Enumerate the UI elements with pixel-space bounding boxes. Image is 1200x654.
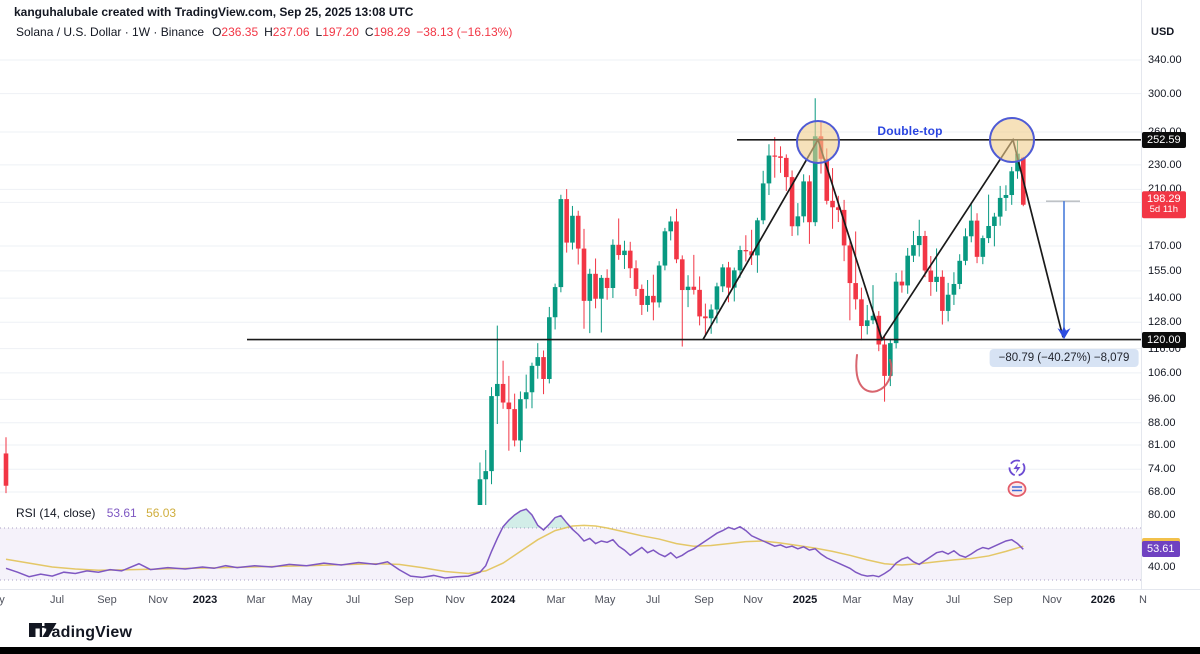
double-top-zigzag-line[interactable]: [702, 137, 1064, 342]
time-tick-label: N: [1139, 594, 1147, 606]
price-range-measure-label[interactable]: −80.79 (−40.27%) −8,079: [989, 349, 1139, 367]
time-tick-label: 2024: [490, 594, 516, 606]
rsi-pane[interactable]: [0, 508, 1141, 581]
time-tick-label: Mar: [842, 594, 862, 606]
trendline-price-label[interactable]: 120.00: [1142, 331, 1186, 348]
last-price-label[interactable]: 198.29 5d 11h: [1142, 190, 1186, 219]
rsi-indicator-title[interactable]: RSI (14, close): [16, 506, 96, 520]
tradingview-logo-icon[interactable]: [28, 620, 58, 640]
price-tick-label: 230.00: [1148, 158, 1182, 171]
price-axis-separator: [1141, 0, 1142, 589]
brain-sticker-icon[interactable]: [1007, 481, 1027, 497]
attribution-text: kanguhalubale created with TradingView.c…: [14, 5, 414, 19]
cyclone-bolt-sticker-icon[interactable]: [1008, 459, 1026, 477]
time-tick-label: y: [0, 594, 5, 606]
time-axis-separator: [0, 589, 1200, 590]
main-price-pane[interactable]: [0, 59, 1141, 531]
measure-arrowhead: [1057, 326, 1071, 340]
price-tick-label: 140.00: [1148, 292, 1182, 305]
time-tick-label: 2023: [192, 594, 218, 606]
price-tick-label: 88.00: [1148, 416, 1176, 429]
time-tick-label: Nov: [445, 594, 465, 606]
ohlc-token: O236.35: [212, 25, 259, 39]
bottom-black-bar: [0, 647, 1200, 654]
bar-countdown: 5d 11h: [1149, 204, 1178, 216]
rsi-value-axis-label: 53.61: [1142, 541, 1180, 558]
time-tick-label: 2025: [792, 594, 818, 606]
time-tick-label: Sep: [694, 594, 714, 606]
price-tick-label: 170.00: [1148, 240, 1182, 253]
time-tick-label: Nov: [743, 594, 763, 606]
time-tick-label: 2026: [1090, 594, 1116, 606]
ohlc-values: O236.35 H237.06 L197.20 C198.29 −38.13 (−16.…: [212, 25, 512, 39]
price-tick-label: 106.00: [1148, 366, 1182, 379]
rsi-overbought-fill: [502, 509, 542, 528]
top-highlight-circle[interactable]: [796, 120, 840, 164]
time-tick-label: May: [594, 594, 616, 606]
rsi-value: 53.61: [106, 506, 137, 520]
top-highlight-circle[interactable]: [989, 117, 1035, 163]
double-top-annotation-label[interactable]: Double-top: [877, 124, 943, 138]
price-tick-label: 128.00: [1148, 316, 1182, 329]
ohlc-token: C198.29: [364, 25, 411, 39]
price-tick-label: 155.00: [1148, 264, 1182, 277]
price-tick-label: 81.00: [1148, 439, 1176, 452]
ohlc-token: H237.06: [264, 25, 310, 39]
rsi-legend: RSI (14, close) 53.61 56.03: [16, 506, 176, 520]
price-tick-label: 74.00: [1148, 463, 1176, 476]
time-tick-label: Sep: [394, 594, 414, 606]
symbol-title[interactable]: Solana / U.S. Dollar · 1W · Binance: [16, 25, 205, 39]
price-tick-label: 68.00: [1148, 485, 1176, 498]
red-arc-annotation[interactable]: [855, 354, 893, 393]
tradingview-logo-text[interactable]: TradingView: [36, 624, 133, 641]
time-tick-label: Mar: [246, 594, 266, 606]
time-tick-label: Nov: [1042, 594, 1062, 606]
time-tick-label: May: [892, 594, 914, 606]
price-tick-label: 300.00: [1148, 87, 1182, 100]
price-tick-label: 96.00: [1148, 393, 1176, 406]
time-tick-label: Nov: [148, 594, 168, 606]
price-axis-currency: USD: [1151, 26, 1175, 38]
time-axis[interactable]: y Jul Sep Nov 2023 Mar May Jul Sep Nov 2024 Mar May J…: [0, 589, 1200, 613]
time-tick-label: Jul: [945, 594, 961, 606]
price-tick-label: 340.00: [1148, 54, 1182, 66]
symbol-info-row: Solana / U.S. Dollar · 1W · Binance O236.…: [16, 25, 512, 39]
time-tick-label: Jul: [345, 594, 361, 606]
price-axis[interactable]: USD340.00300.00260.00230.00210.00170.001…: [1141, 0, 1200, 612]
trendline-price-label[interactable]: 252.59: [1142, 131, 1186, 148]
time-tick-label: Jul: [645, 594, 661, 606]
rsi-tick-label: 40.00: [1148, 561, 1176, 573]
candlestick-series: [3, 98, 1026, 505]
tradingview-footer: TradingView: [28, 620, 132, 646]
time-tick-label: Mar: [546, 594, 566, 606]
time-tick-label: Sep: [993, 594, 1013, 606]
rsi-overbought-fill: [545, 515, 572, 528]
rsi-tick-label: 80.00: [1148, 509, 1176, 521]
time-tick-label: Sep: [97, 594, 117, 606]
rsi-band: [0, 528, 1141, 580]
rsi-line: [5, 508, 1024, 579]
ohlc-token: L197.20: [315, 25, 359, 39]
rsi-ma-value: 56.03: [146, 506, 177, 520]
change-value: −38.13 (−16.13%): [416, 25, 513, 39]
time-tick-label: Jul: [49, 594, 65, 606]
time-tick-label: May: [291, 594, 313, 606]
